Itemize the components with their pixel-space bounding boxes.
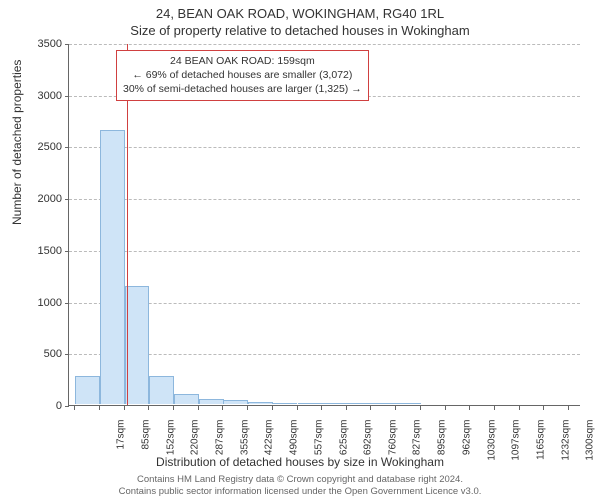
gridline	[69, 251, 580, 252]
histogram-bar	[100, 130, 125, 404]
histogram-bar	[75, 376, 100, 404]
xtick-mark	[321, 406, 322, 410]
xtick-mark	[469, 406, 470, 410]
footer-line2: Contains public sector information licen…	[0, 486, 600, 498]
histogram-bar	[347, 403, 372, 404]
ytick-mark	[65, 96, 69, 97]
xtick-mark	[124, 406, 125, 410]
histogram-bar	[199, 399, 224, 404]
xtick-mark	[198, 406, 199, 410]
xtick-mark	[99, 406, 100, 410]
xtick-mark	[395, 406, 396, 410]
gridline	[69, 44, 580, 45]
annotation-line1: 24 BEAN OAK ROAD: 159sqm	[123, 54, 362, 68]
ytick-mark	[65, 354, 69, 355]
histogram-bar	[396, 403, 421, 404]
xtick-mark	[247, 406, 248, 410]
chart-area: 24 BEAN OAK ROAD: 159sqm ← 69% of detach…	[68, 44, 580, 406]
xtick-mark	[543, 406, 544, 410]
gridline	[69, 199, 580, 200]
ytick-label: 2500	[22, 141, 62, 153]
xtick-mark	[346, 406, 347, 410]
xtick-mark	[222, 406, 223, 410]
xtick-mark	[568, 406, 569, 410]
histogram-bar	[125, 286, 150, 404]
chart-container: 24, BEAN OAK ROAD, WOKINGHAM, RG40 1RL S…	[0, 0, 600, 500]
histogram-bar	[223, 400, 248, 404]
ytick-label: 500	[22, 348, 62, 360]
annotation-line3: 30% of semi-detached houses are larger (…	[123, 82, 362, 96]
ytick-label: 1500	[22, 245, 62, 257]
ytick-label: 3000	[22, 90, 62, 102]
xtick-mark	[370, 406, 371, 410]
histogram-bar	[371, 403, 396, 404]
ytick-label: 3500	[22, 38, 62, 50]
ytick-mark	[65, 303, 69, 304]
ytick-mark	[65, 199, 69, 200]
x-axis-label: Distribution of detached houses by size …	[0, 455, 600, 469]
histogram-bar	[298, 403, 323, 404]
xtick-mark	[272, 406, 273, 410]
histogram-bar	[322, 403, 347, 404]
histogram-bar	[149, 376, 174, 404]
ytick-mark	[65, 251, 69, 252]
ytick-mark	[65, 406, 69, 407]
title-sub: Size of property relative to detached ho…	[0, 21, 600, 38]
title-main: 24, BEAN OAK ROAD, WOKINGHAM, RG40 1RL	[0, 0, 600, 21]
xtick-mark	[519, 406, 520, 410]
xtick-mark	[297, 406, 298, 410]
annotation-line2: ← 69% of detached houses are smaller (3,…	[123, 68, 362, 82]
ytick-mark	[65, 147, 69, 148]
histogram-bar	[174, 394, 199, 404]
ytick-label: 2000	[22, 193, 62, 205]
ytick-label: 1000	[22, 297, 62, 309]
xtick-mark	[420, 406, 421, 410]
ytick-label: 0	[22, 400, 62, 412]
annotation-box: 24 BEAN OAK ROAD: 159sqm ← 69% of detach…	[116, 50, 369, 101]
xtick-mark	[74, 406, 75, 410]
xtick-mark	[494, 406, 495, 410]
footer: Contains HM Land Registry data © Crown c…	[0, 474, 600, 498]
xtick-mark	[173, 406, 174, 410]
histogram-bar	[273, 403, 298, 404]
footer-line1: Contains HM Land Registry data © Crown c…	[0, 474, 600, 486]
histogram-bar	[248, 402, 273, 404]
xtick-mark	[148, 406, 149, 410]
gridline	[69, 147, 580, 148]
ytick-mark	[65, 44, 69, 45]
xtick-mark	[445, 406, 446, 410]
